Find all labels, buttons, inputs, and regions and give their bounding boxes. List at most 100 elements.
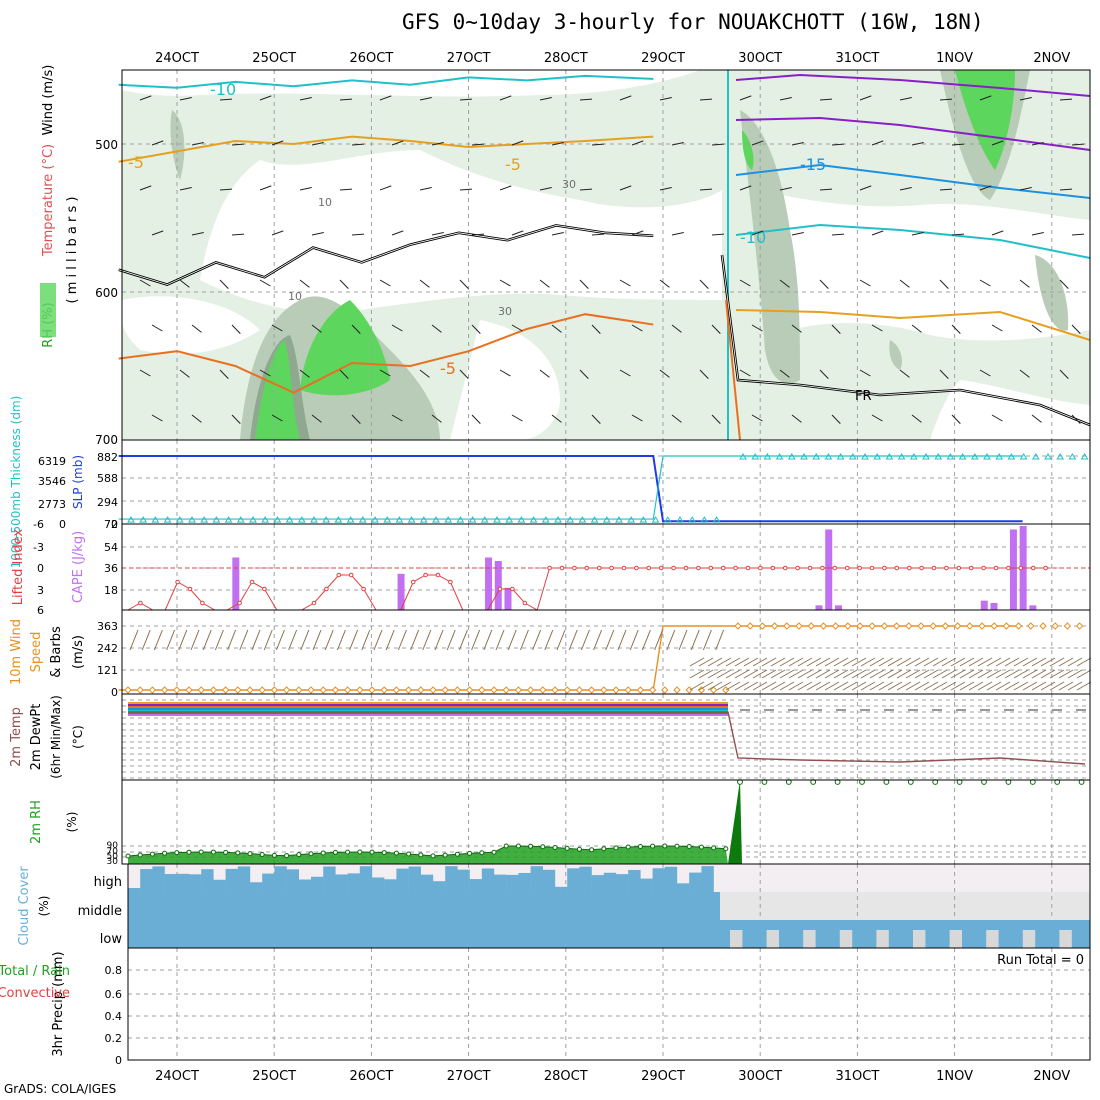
wind-barb-10m <box>715 629 725 651</box>
wind-barb-10m <box>905 669 921 679</box>
wind-barb-10m <box>851 669 867 679</box>
thickness-marker <box>529 516 538 523</box>
wind-barb <box>1019 279 1030 288</box>
li-point <box>1030 565 1036 571</box>
wind10m-marker <box>783 622 791 630</box>
li-point <box>993 565 999 571</box>
thickness-marker <box>763 453 772 460</box>
wind-barb-10m <box>842 657 858 667</box>
wind-barb-10m <box>752 657 768 667</box>
ytick-li: -3 <box>33 541 44 554</box>
wind-barb <box>139 95 152 101</box>
wind-barb <box>779 369 790 378</box>
wind-barb <box>271 230 284 236</box>
thickness-marker <box>909 453 918 460</box>
ytick-cape: 72 <box>104 518 118 531</box>
ylabel-speed: Speed <box>29 632 44 673</box>
wind-barb-10m <box>842 681 858 691</box>
thickness-marker <box>456 516 465 523</box>
wind-barb <box>979 185 992 191</box>
wind-barb <box>311 232 324 236</box>
wind-barb-10m <box>458 629 468 651</box>
wind-barb-10m <box>324 629 334 651</box>
wind10m-marker <box>734 622 742 630</box>
wind-barb <box>339 369 349 379</box>
cloud-low-gap <box>876 930 889 948</box>
li-point <box>758 565 763 571</box>
wind-barb <box>551 414 562 423</box>
wind-barb <box>351 233 365 236</box>
thickness-marker <box>541 516 550 523</box>
cloud-high-bar <box>372 877 385 900</box>
wind-barb-10m <box>434 629 444 651</box>
wind-barb <box>671 414 682 423</box>
wind-barb-10m <box>788 681 804 691</box>
wind-barb <box>579 98 593 101</box>
li-point <box>435 572 441 578</box>
cape-bar <box>232 557 240 610</box>
wind-barb <box>1059 279 1069 289</box>
wind-barb <box>311 324 322 333</box>
wind-barb <box>779 279 790 288</box>
li-point <box>894 565 900 571</box>
ylabel-lifted-index: Lifted Index <box>11 528 26 605</box>
wind-barb <box>419 369 430 378</box>
ytick-li: 6 <box>37 604 44 617</box>
wind-barb-10m <box>797 657 813 667</box>
wind-barb-10m <box>986 657 1002 667</box>
thickness-marker <box>615 516 623 523</box>
thickness-marker <box>751 453 760 460</box>
wind-barb <box>1019 369 1030 378</box>
ylabel-thickness: 1000-500mb Thickness (dm) <box>9 396 23 569</box>
wind10m-marker <box>673 686 681 694</box>
wind-barb <box>419 279 430 288</box>
rh-green-area <box>255 340 300 440</box>
thickness-marker <box>297 516 306 523</box>
wind-barb-10m <box>860 657 876 667</box>
rh2m-point <box>503 843 509 849</box>
wind-barb <box>391 414 403 422</box>
rh2m-point <box>137 852 143 858</box>
wind-barb-10m <box>312 629 322 651</box>
thickness-marker <box>273 516 282 523</box>
thickness-marker <box>651 516 660 523</box>
temp-contour-orange <box>735 309 1091 341</box>
wind10m-marker <box>319 686 327 694</box>
ytick-precip: 0.6 <box>105 988 123 1001</box>
wind-barb <box>511 414 523 422</box>
wind-barb <box>711 324 721 334</box>
wind-barb <box>1019 97 1032 101</box>
wind-barb-10m <box>1049 669 1065 679</box>
li-point <box>262 586 267 592</box>
cloud-high-bar <box>469 879 482 892</box>
wind-barb-10m <box>761 657 777 667</box>
wind-barb <box>391 230 404 236</box>
li-point <box>510 586 515 592</box>
wind-barb <box>779 97 792 101</box>
cape-bar <box>1009 529 1017 610</box>
cloud-high-bar <box>286 869 299 892</box>
wind-barb-10m <box>887 657 903 667</box>
wind-barb <box>1031 142 1044 146</box>
cloud-high-bar <box>567 868 580 892</box>
wind-barb-10m <box>869 681 885 691</box>
wind-barb <box>939 98 953 101</box>
wind10m-marker <box>234 686 242 694</box>
wind-barb-10m <box>716 669 732 679</box>
wind-barb-10m <box>914 657 930 667</box>
wind-barb <box>511 140 524 146</box>
cloud-high-bar <box>164 874 177 892</box>
wind-barb-10m <box>941 657 957 667</box>
wind-barb-10m <box>532 629 542 651</box>
thickness-marker <box>200 516 209 523</box>
cape-bar <box>494 561 502 610</box>
li-point <box>708 565 714 571</box>
cloud-high-bar <box>640 878 653 892</box>
cloud-high-bar <box>237 866 251 892</box>
wind10m-marker <box>953 622 962 630</box>
wind-barb <box>339 98 353 101</box>
rh2m-point <box>625 844 631 850</box>
wind-barb <box>659 369 670 378</box>
rh2m-point <box>711 845 717 851</box>
wind-barb-10m <box>752 681 768 691</box>
